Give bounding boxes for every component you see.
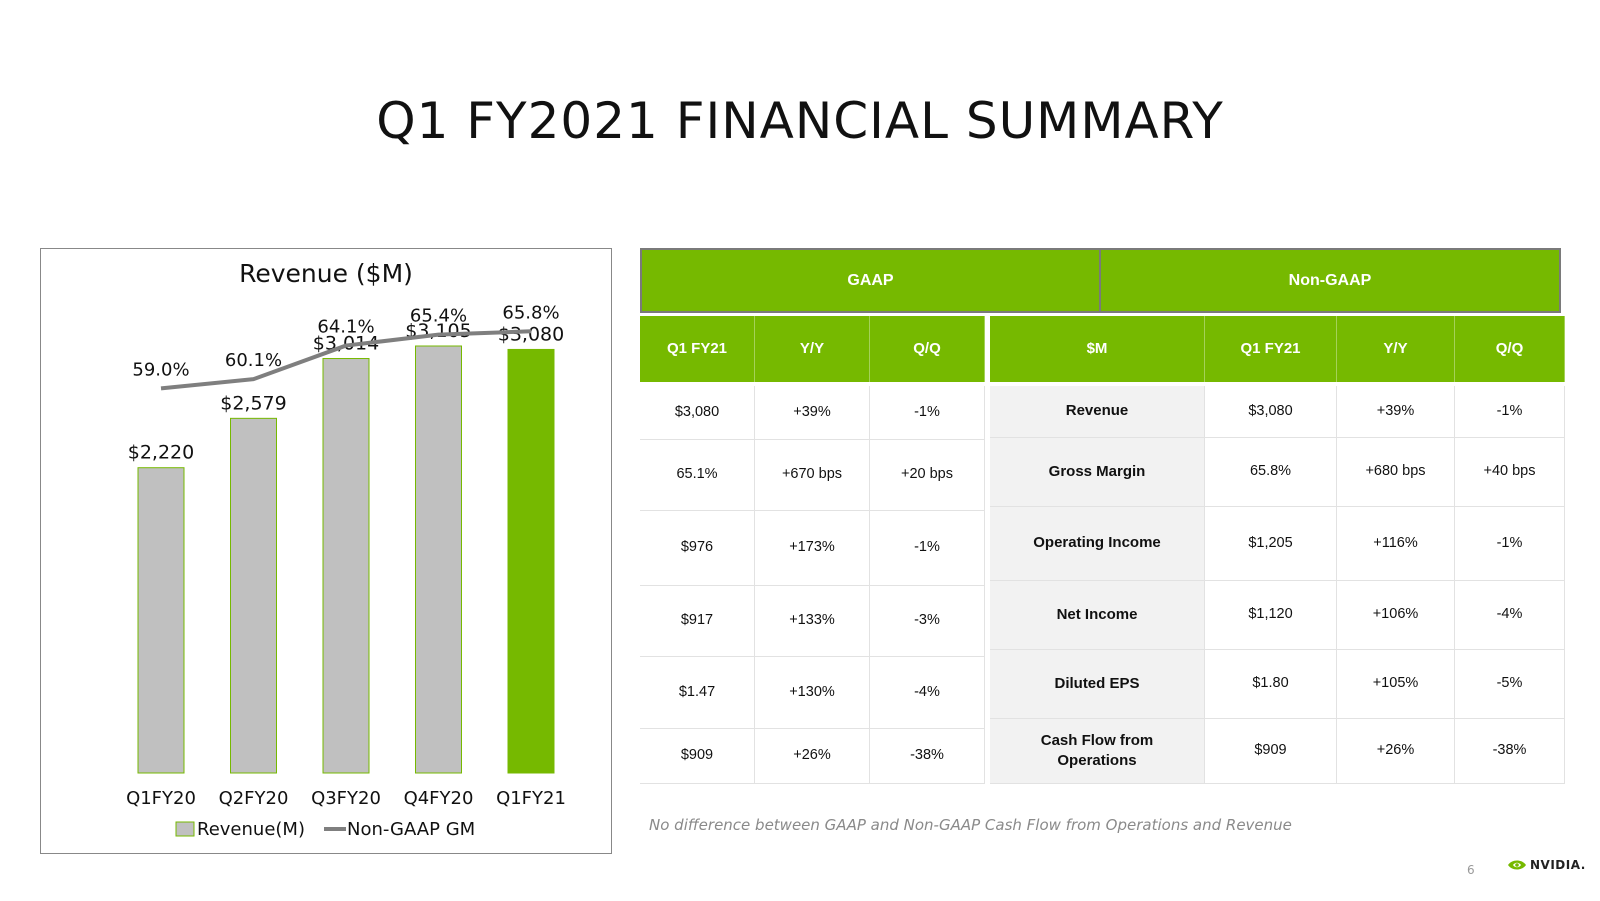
gaap-cell: -1%	[870, 386, 985, 440]
gaap-col-header: Q1 FY21	[640, 316, 755, 382]
gaap-cell: +133%	[755, 586, 870, 657]
gaap-cell: +670 bps	[755, 440, 870, 511]
nongaap-cell: -1%	[1455, 507, 1565, 581]
gaap-cell: +39%	[755, 386, 870, 440]
gaap-cell: 65.1%	[640, 440, 755, 511]
nongaap-cell: -1%	[1455, 386, 1565, 438]
legend-gm-label: Non-GAAP GM	[347, 819, 475, 840]
nongaap-col-header: Q/Q	[1455, 316, 1565, 382]
nongaap-cell: $1,120	[1205, 581, 1337, 650]
row-label: Net Income	[990, 581, 1205, 650]
gaap-cell: +130%	[755, 657, 870, 729]
nongaap-cell: $1.80	[1205, 650, 1337, 719]
nvidia-logo-text: NVIDIA.	[1530, 858, 1586, 872]
x-tick-Q1FY21: Q1FY21	[496, 788, 566, 809]
nongaap-cell: -38%	[1455, 719, 1565, 784]
row-label: Operating Income	[990, 507, 1205, 581]
revenue-chart-svg: Revenue ($M) $2,220 Q1FY20 $2,579 Q2FY20 $3,0…	[126, 259, 566, 840]
x-tick-Q2FY20: Q2FY20	[219, 788, 289, 809]
chart-title: Revenue ($M)	[239, 259, 413, 288]
gaap-cell: $1.47	[640, 657, 755, 729]
gaap-cell: $976	[640, 511, 755, 586]
gm-label-Q1FY20: 59.0%	[132, 359, 189, 380]
nongaap-cell: +680 bps	[1337, 438, 1455, 507]
nvidia-eye-icon	[1508, 860, 1526, 870]
revenue-chart: Revenue ($M) $2,220 Q1FY20 $2,579 Q2FY20 $3,0…	[40, 248, 612, 854]
nvidia-logo: NVIDIA.	[1507, 858, 1586, 872]
row-label: Diluted EPS	[990, 650, 1205, 719]
revenue-label-Q3FY20: $3,014	[313, 333, 379, 355]
revenue-bar-Q1FY21	[507, 348, 555, 774]
gaap-cell: -4%	[870, 657, 985, 729]
nongaap-cell: +106%	[1337, 581, 1455, 650]
gaap-col-header: Y/Y	[755, 316, 870, 382]
nongaap-cell: $909	[1205, 719, 1337, 784]
revenue-bar-Q4FY20	[415, 345, 462, 774]
x-tick-Q3FY20: Q3FY20	[311, 788, 381, 809]
nongaap-col-header: $M	[990, 316, 1205, 382]
gaap-cell: +20 bps	[870, 440, 985, 511]
nongaap-cell: -4%	[1455, 581, 1565, 650]
nongaap-cell: $3,080	[1205, 386, 1337, 438]
revenue-bar-Q3FY20	[322, 358, 370, 774]
gaap-cell: $909	[640, 729, 755, 784]
gm-label-Q1FY21: 65.8%	[502, 302, 559, 323]
row-label: Gross Margin	[990, 438, 1205, 507]
slide-title: Q1 FY2021 FINANCIAL SUMMARY	[376, 92, 1224, 150]
nongaap-cell: +26%	[1337, 719, 1455, 784]
gaap-cell: $3,080	[640, 386, 755, 440]
gm-label-Q3FY20: 64.1%	[317, 317, 374, 338]
gm-label-Q2FY20: 60.1%	[225, 350, 282, 371]
revenue-label-Q1FY21: $3,080	[498, 323, 564, 345]
nongaap-cell: +40 bps	[1455, 438, 1565, 507]
gm-label-Q4FY20: 65.4%	[410, 306, 467, 327]
financial-summary-table: GAAP Non-GAAP Q1 FY21 Y/Y Q/Q $M Q1 FY21 Y/Y Q/Q…	[640, 248, 1565, 784]
gaap-cell: -3%	[870, 586, 985, 657]
nongaap-cell: -5%	[1455, 650, 1565, 719]
legend-revenue-label: Revenue(M)	[197, 819, 305, 840]
group-header-nongaap: Non-GAAP	[1099, 248, 1561, 313]
x-tick-Q1FY20: Q1FY20	[126, 788, 196, 809]
gaap-cell: +26%	[755, 729, 870, 784]
nongaap-cell: +39%	[1337, 386, 1455, 438]
revenue-label-Q1FY20: $2,220	[128, 442, 194, 464]
nongaap-col-header: Q1 FY21	[1205, 316, 1337, 382]
nongaap-col-header: Y/Y	[1337, 316, 1455, 382]
nongaap-cell: $1,205	[1205, 507, 1337, 581]
footnote: No difference between GAAP and Non-GAAP …	[649, 816, 1292, 834]
gaap-cell: $917	[640, 586, 755, 657]
nongaap-cell: +116%	[1337, 507, 1455, 581]
gaap-col-header: Q/Q	[870, 316, 985, 382]
x-tick-Q4FY20: Q4FY20	[404, 788, 474, 809]
nongaap-cell: +105%	[1337, 650, 1455, 719]
revenue-label-Q2FY20: $2,579	[220, 392, 286, 414]
gaap-cell: -1%	[870, 511, 985, 586]
row-label: Revenue	[990, 386, 1205, 438]
revenue-bar-Q1FY20	[137, 467, 185, 774]
gm-line	[160, 329, 532, 391]
nongaap-cell: 65.8%	[1205, 438, 1337, 507]
legend-revenue-swatch	[175, 821, 195, 837]
row-label: Cash Flow from Operations	[990, 719, 1205, 784]
revenue-bar-Q2FY20	[230, 417, 277, 774]
group-header-gaap: GAAP	[640, 248, 1101, 313]
gaap-cell: +173%	[755, 511, 870, 586]
page-number: 6	[1467, 863, 1475, 877]
gaap-cell: -38%	[870, 729, 985, 784]
